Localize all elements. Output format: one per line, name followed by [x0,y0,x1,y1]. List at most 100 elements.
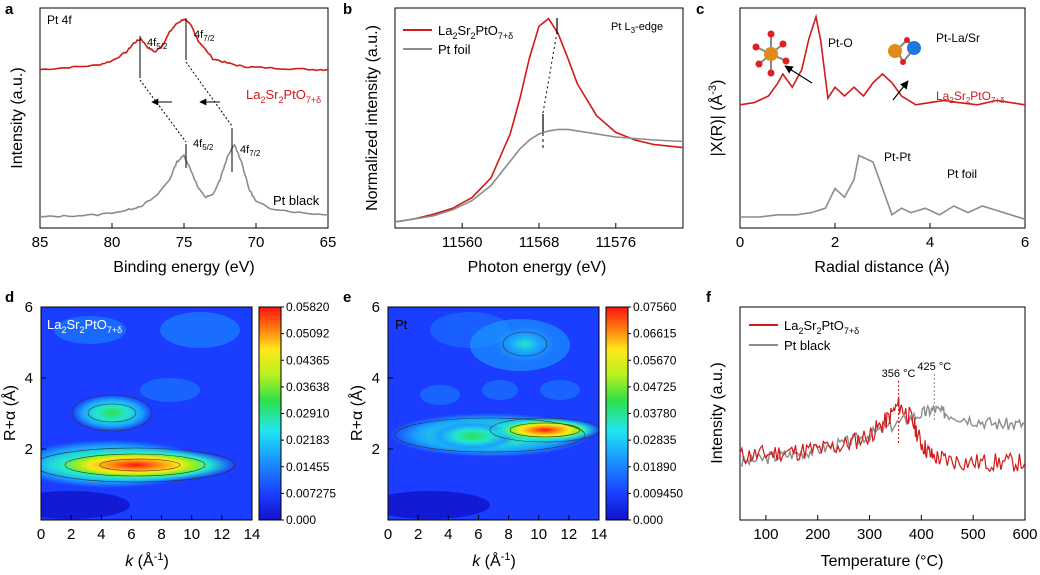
colorbar-tick-label: 0.02183 [286,433,330,447]
panel-b: b Pt L3-edge La2Sr2PtO7+δ Pt foil 11560 1… [343,1,684,276]
panel-d-map [41,312,240,519]
panel-c-xticks: 0 2 4 6 [736,223,1029,251]
panel-a: a Pt 4f 4f5/2 4f7/2 4f5/2 4f7/2 La2Sr2Pt… [5,1,336,276]
panel-f-annotation-425: 425 °C [917,361,951,373]
panel-b-series-la2sr2pto7 [394,17,684,223]
colorbar-tick-label: 0.01890 [633,460,677,474]
panel-a-title: Pt 4f [47,13,72,27]
panel-d-letter: d [5,289,14,306]
colorbar-tick-label: 0.07560 [633,300,677,314]
panel-f-frame [739,306,1026,521]
colorbar-tick-label: 0.02835 [633,433,677,447]
x-tick-label: 12 [561,526,578,543]
x-tick-label: 500 [961,526,986,543]
x-tick-label: 8 [157,526,165,543]
panel-c-label-sample: La2Sr2PtO7+δ [936,89,1005,105]
panel-e-blob-main [490,418,599,442]
panel-a-xlabel: Binding energy (eV) [113,259,254,276]
x-tick-label: 6 [474,526,482,543]
panel-d-blob-second [72,395,152,431]
colorbar-tick-label: 0.05092 [286,327,330,341]
x-tick-label: 4 [97,526,105,543]
panel-d-xlabel: k (Å-1) [125,551,169,570]
panel-a-peak-label-1: 4f5/2 [147,37,168,51]
x-tick-label: 2 [414,526,422,543]
panel-f-legend-label-red: La2Sr2PtO7+δ [784,318,859,336]
panel-d-colorbar [259,307,281,520]
panel-a-shift-line-2 [185,61,233,127]
panel-f-series-pt-black [739,403,1026,467]
panel-c-series-pt-foil [740,154,1026,220]
colorbar-tick-label: 0.05820 [286,300,330,314]
colorbar-tick-label: 0.06615 [633,327,677,341]
colorbar-tick-label: 0.03638 [286,380,330,394]
panel-c-label-ptpt: Pt-Pt [884,150,911,164]
x-tick-label: 14 [591,526,608,543]
colorbar-tick-label: 0.000 [633,513,663,527]
panel-d-label: La2Sr2PtO7+δ [47,317,122,335]
panel-d-ylabel: R+α (Å) [0,385,19,441]
x-tick-label: 11560 [442,234,483,251]
panel-b-frame [394,7,684,229]
y-tick-label: 4 [372,370,380,387]
colorbar-tick-label: 0.009450 [633,486,683,500]
x-tick-label: 4 [926,234,934,251]
panel-d: d La2Sr2PtO7+δ 0.05820 0.05092 0.04365 0.03… [0,289,336,570]
colorbar-tick-label: 0.04725 [633,380,677,394]
colorbar-tick-label: 0.04365 [286,353,330,367]
colorbar-frame [258,306,282,521]
x-tick-label: 300 [857,526,882,543]
panel-f: f 356 °C 425 °C La2Sr2PtO7+δ Pt black 10… [706,289,1038,570]
panel-a-shift-line-1 [139,79,187,143]
panel-c-label-ptfoil: Pt foil [947,167,977,181]
panel-e-colorbar-ticks: 0.07560 0.06615 0.05670 0.04725 0.03780 0.028… [605,300,683,527]
panel-a-series-label-red: La2Sr2PtO7+δ [246,87,321,105]
panel-a-peak-label-3: 4f5/2 [193,138,214,152]
panel-b-legend-label-gray: Pt foil [438,42,471,57]
x-tick-label: 65 [320,234,337,251]
panel-e-yticks: 2 4 6 [372,299,393,458]
x-tick-label: 11568 [519,234,560,251]
x-tick-label: 10 [530,526,547,543]
panel-c-frame [739,7,1026,229]
panel-a-letter: a [5,1,14,18]
panel-e-letter: e [343,289,351,306]
x-tick-label: 0 [384,526,392,543]
panel-d-frame [40,306,253,521]
x-tick-label: 2 [67,526,75,543]
panel-b-whiteline-connect [542,31,558,114]
colorbar-tick-label: 0.000 [286,513,316,527]
colorbar-tick-label: 0.05670 [633,353,677,367]
x-tick-label: 200 [805,526,830,543]
panel-c-xlabel: Radial distance (Å) [814,257,949,276]
panel-c-label-ptlasr: Pt-La/Sr [936,31,980,45]
x-tick-label: 11576 [595,234,636,251]
x-tick-label: 600 [1012,526,1037,543]
panel-a-peak-label-2: 4f7/2 [194,29,215,43]
panel-e-colorbar [606,307,628,520]
panel-a-series-label-gray: Pt black [273,193,320,208]
pt-la-sr-icon [888,37,921,65]
panel-a-series-la2sr2pto7 [39,18,329,72]
panel-c-letter: c [696,1,704,18]
y-tick-label: 4 [25,370,33,387]
panel-e-label: Pt [395,317,408,332]
x-tick-label: 6 [127,526,135,543]
panel-b-legend-label-red: La2Sr2PtO7+δ [438,23,513,41]
colorbar-tick-label: 0.03780 [633,407,677,421]
panel-f-annotation-356: 356 °C [882,368,916,380]
colorbar-frame [605,306,629,521]
panel-f-ylabel: Intensity (a.u.) [709,362,726,463]
x-tick-label: 6 [1021,234,1029,251]
panel-e: e Pt 0.07560 0.06615 0.05670 0.04725 0.03780… [343,289,683,570]
panel-e-ylabel: R+α (Å) [347,385,366,441]
panel-e-frame [387,306,600,521]
x-tick-label: 85 [32,234,49,251]
x-tick-label: 70 [248,234,265,251]
panel-a-xticks: 85 80 75 70 65 [32,223,337,251]
panel-c-series-la2sr2pto7 [739,13,1026,106]
colorbar-tick-label: 0.01455 [286,460,330,474]
x-tick-label: 0 [736,234,744,251]
panel-b-ylabel: Normalized intensity (a.u.) [364,25,381,211]
